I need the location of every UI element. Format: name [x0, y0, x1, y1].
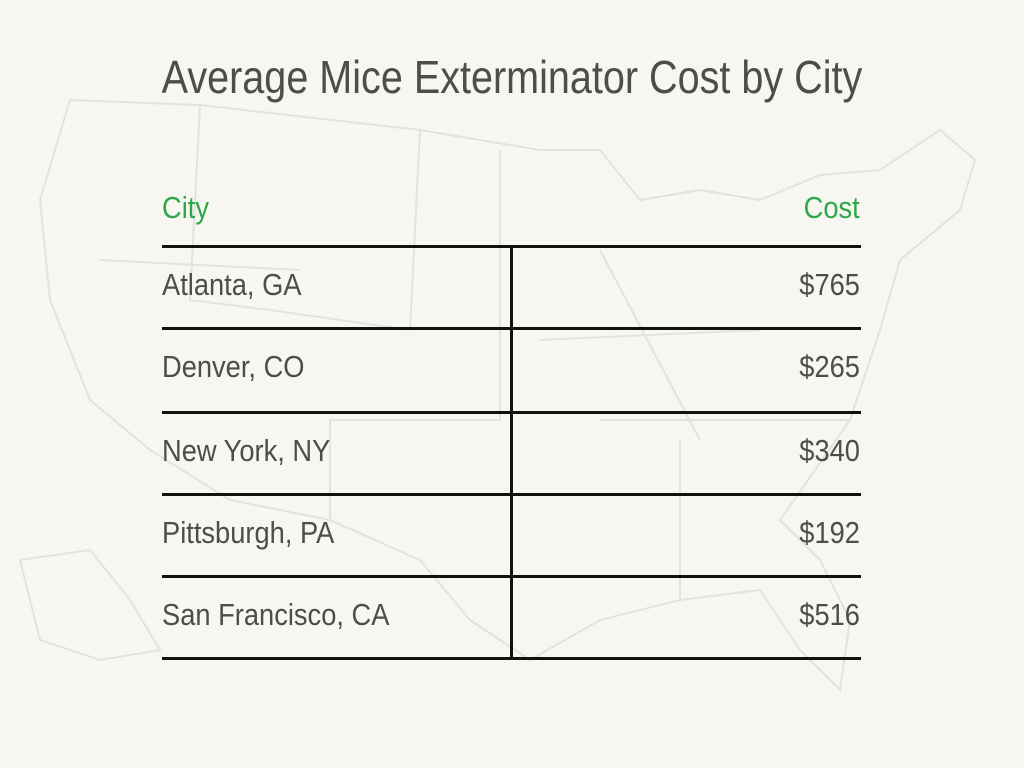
row-rule	[162, 245, 861, 248]
city-cell: San Francisco, CA	[162, 597, 390, 632]
city-cell: New York, NY	[162, 433, 331, 468]
row-rule	[162, 493, 861, 496]
column-divider	[510, 246, 513, 659]
cost-cell: $265	[799, 349, 860, 384]
cost-cell: $192	[799, 515, 860, 550]
cost-cell: $765	[799, 267, 860, 302]
cost-cell: $516	[799, 597, 860, 632]
city-cell: Pittsburgh, PA	[162, 515, 335, 550]
map-alaska	[18, 548, 162, 662]
map-borders	[99, 104, 850, 600]
row-rule	[162, 657, 861, 660]
row-rule	[162, 327, 861, 330]
column-header: Cost	[803, 190, 860, 225]
cost-cell: $340	[799, 433, 860, 468]
city-cell: Denver, CO	[162, 349, 305, 384]
title: Average Mice Exterminator Cost by City	[161, 51, 863, 103]
row-rule	[162, 575, 861, 578]
column-header: City	[162, 190, 209, 225]
city-cell: Atlanta, GA	[162, 267, 302, 302]
map-outline	[38, 98, 977, 693]
row-rule	[162, 411, 861, 414]
